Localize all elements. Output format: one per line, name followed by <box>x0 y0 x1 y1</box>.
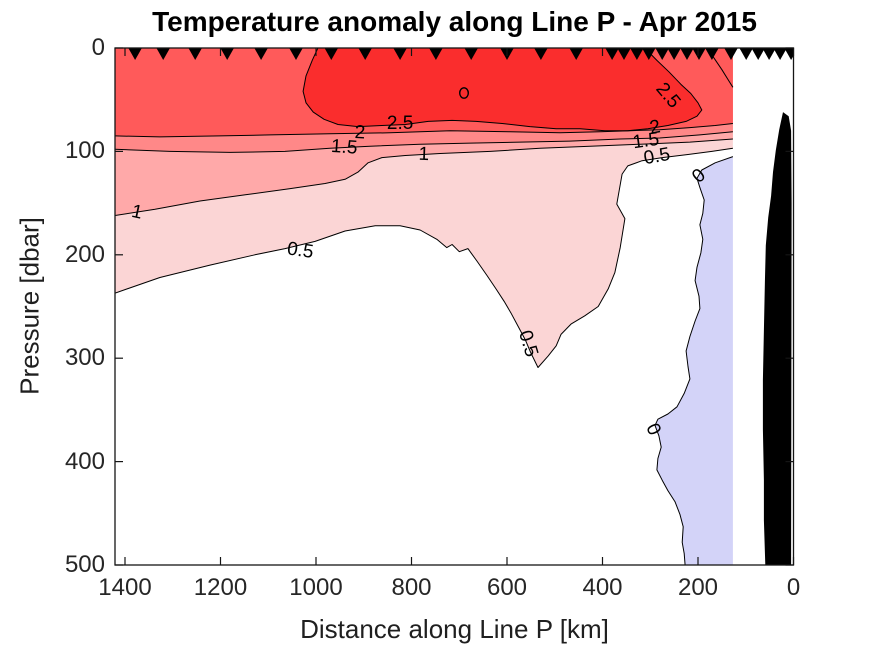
axes-box <box>114 47 795 566</box>
contour-loop-3 <box>459 87 470 99</box>
y-axis-label: Pressure [dbar] <box>14 217 45 395</box>
station-marker-icon <box>464 48 478 60</box>
band-2_5-3 <box>303 48 702 131</box>
station-marker-icon <box>705 48 719 60</box>
station-marker-icon <box>655 48 669 60</box>
y-tick-label: 0 <box>91 34 105 61</box>
contour-label: 0.5 <box>642 144 672 169</box>
contour-label: 2 <box>648 116 662 139</box>
y-tick-label: 300 <box>64 344 105 372</box>
chart-title: Temperature anomaly along Line P - Apr 2… <box>152 6 757 37</box>
contour-line-c0_5 <box>115 147 733 368</box>
bathymetry <box>762 112 792 565</box>
station-marker-icon <box>156 48 170 60</box>
contour-line-c2 <box>115 123 733 138</box>
station-marker-icon <box>680 48 694 60</box>
y-tick-label: 500 <box>64 551 105 578</box>
x-tick-label: 0 <box>786 574 801 601</box>
station-marker-icon <box>630 48 644 60</box>
x-tick-label: 200 <box>677 574 719 601</box>
station-marker-icon <box>605 48 619 60</box>
station-marker-icon <box>642 48 656 60</box>
x-tick-label: 1400 <box>98 574 152 601</box>
station-marker-icon <box>289 48 303 60</box>
y-tick-label: 200 <box>64 240 105 268</box>
contour-label: 2.5 <box>387 113 413 134</box>
contour-label: 1.5 <box>330 136 358 159</box>
station-marker-icon <box>534 48 548 60</box>
x-tick-label: 1200 <box>193 574 248 601</box>
contour-line-c1 <box>115 138 733 216</box>
station-marker-icon <box>569 48 583 60</box>
contour-line-c2_5_closed <box>302 48 703 132</box>
contour-line-c1_5 <box>115 131 733 153</box>
x-axis-label: Distance along Line P [km] <box>300 614 609 644</box>
station-marker-icon <box>784 48 794 60</box>
station-marker-icon <box>667 48 681 60</box>
station-marker-icon <box>254 48 268 60</box>
contour-label: 1.5 <box>631 129 660 153</box>
y-tick-label: 100 <box>64 137 105 165</box>
station-marker-icon <box>692 48 706 60</box>
contour-label: 0.5 <box>286 238 315 262</box>
x-tick-label: 400 <box>582 574 623 601</box>
station-marker-icon <box>617 48 631 60</box>
contour-label: 1 <box>418 144 429 165</box>
contour-line-c0 <box>654 156 734 565</box>
station-marker-icon <box>429 48 443 60</box>
x-tick-label: 800 <box>391 574 432 601</box>
x-tick-label: 1000 <box>289 574 343 601</box>
station-marker-icon <box>751 48 765 60</box>
station-marker-icon <box>220 48 234 60</box>
station-marker-icon <box>762 48 776 60</box>
station-marker-icon <box>324 48 338 60</box>
station-marker-icon <box>393 48 407 60</box>
contour-label: 1 <box>130 201 145 224</box>
x-tick-label: 600 <box>486 574 528 601</box>
band-negative <box>655 156 733 565</box>
station-marker-icon <box>358 48 372 60</box>
y-tick-label: 400 <box>64 447 105 475</box>
station-marker-icon <box>773 48 787 60</box>
contour-label: 2 <box>354 122 366 144</box>
station-marker-icon <box>724 48 738 60</box>
station-marker-icon <box>739 48 753 60</box>
station-marker-icon <box>188 48 202 60</box>
station-marker-icon <box>128 48 142 60</box>
